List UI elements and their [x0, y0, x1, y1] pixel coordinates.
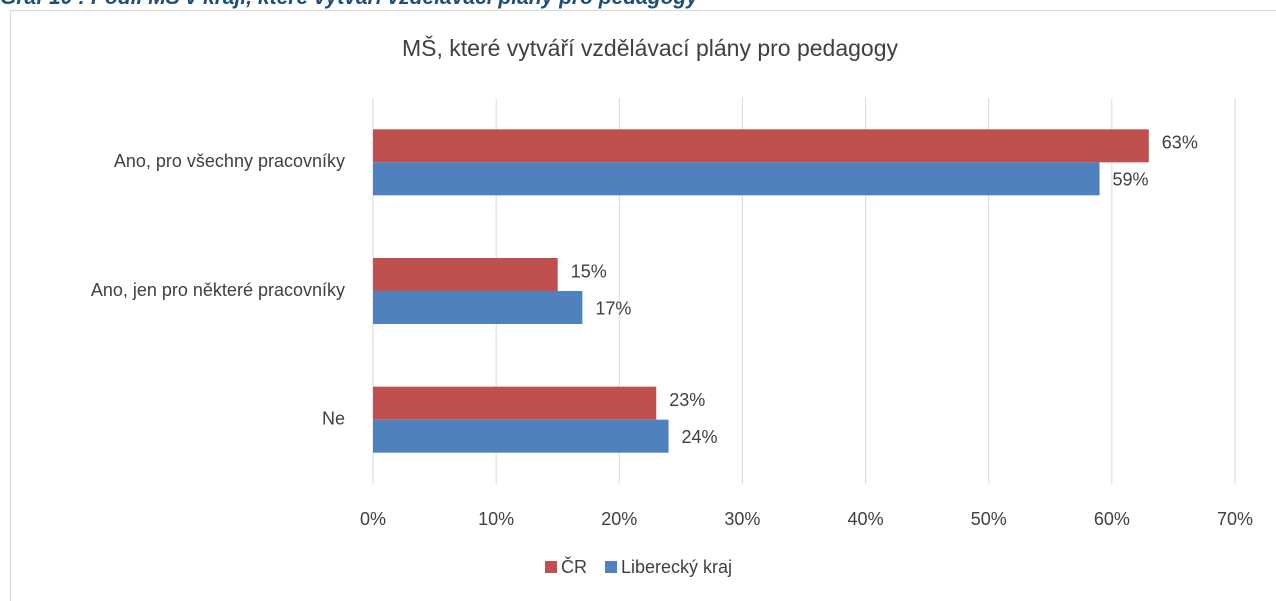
x-tick-label: 30%	[724, 509, 760, 529]
x-tick-label: 10%	[478, 509, 514, 529]
x-tick-label: 70%	[1217, 509, 1253, 529]
data-label: 17%	[595, 298, 631, 318]
bar	[373, 419, 669, 453]
legend-label: ČR	[561, 556, 587, 577]
x-tick-label: 40%	[848, 509, 884, 529]
x-tick-label: 20%	[601, 509, 637, 529]
y-tick-label: Ano, jen pro některé pracovníky	[91, 280, 345, 300]
legend-swatch	[605, 561, 617, 573]
data-label: 23%	[669, 390, 705, 410]
bar	[373, 386, 657, 420]
data-label: 59%	[1113, 170, 1149, 190]
y-tick-label: Ne	[322, 408, 345, 428]
chart-title: MŠ, které vytváří vzdělávací plány pro p…	[402, 34, 899, 61]
data-label: 63%	[1162, 133, 1198, 153]
y-tick-label: Ano, pro všechny pracovníky	[114, 151, 345, 171]
chart-frame	[10, 10, 1276, 601]
x-tick-label: 50%	[971, 509, 1007, 529]
x-tick-label: 60%	[1094, 509, 1130, 529]
bar	[373, 258, 558, 291]
data-label: 24%	[682, 427, 718, 447]
caption: Graf 10 : Podíl MŠ v kraji, které vytvář…	[0, 0, 698, 10]
bar	[373, 291, 583, 324]
legend-swatch	[545, 561, 557, 573]
bar	[373, 162, 1100, 196]
legend-label: Liberecký kraj	[621, 557, 732, 577]
x-tick-label: 0%	[360, 509, 386, 529]
data-label: 15%	[571, 261, 607, 281]
bar	[373, 129, 1149, 163]
